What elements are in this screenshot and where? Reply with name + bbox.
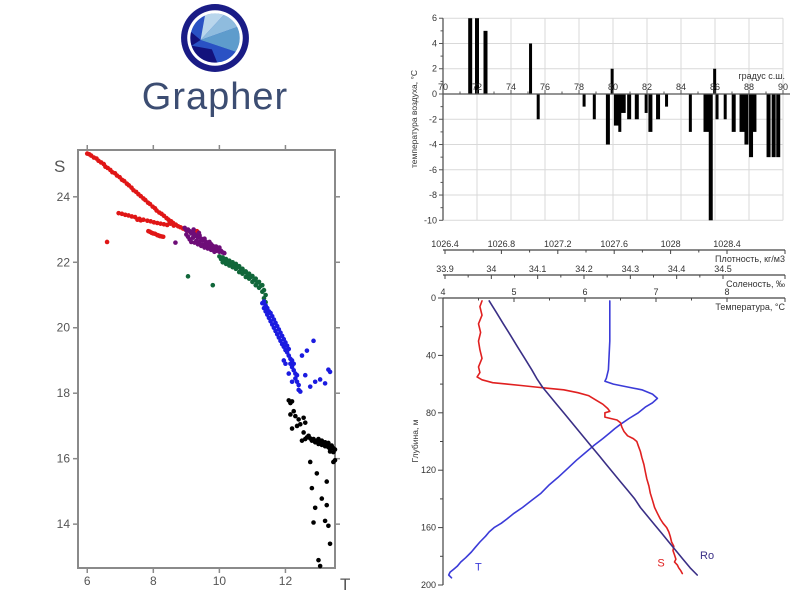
svg-text:1028.4: 1028.4 <box>713 239 741 249</box>
svg-text:-4: -4 <box>429 140 437 150</box>
svg-text:Соленость, ‰: Соленость, ‰ <box>726 279 785 289</box>
svg-text:84: 84 <box>676 82 686 92</box>
svg-text:34.3: 34.3 <box>622 264 640 274</box>
svg-text:18: 18 <box>57 386 71 400</box>
svg-text:82: 82 <box>642 82 652 92</box>
svg-text:10: 10 <box>213 574 227 588</box>
svg-text:34.1: 34.1 <box>529 264 547 274</box>
svg-text:-8: -8 <box>429 190 437 200</box>
svg-text:7: 7 <box>653 287 658 297</box>
svg-text:2: 2 <box>432 64 437 74</box>
svg-text:70: 70 <box>438 82 448 92</box>
svg-text:6: 6 <box>84 574 91 588</box>
svg-text:1027.2: 1027.2 <box>544 239 572 249</box>
svg-text:90: 90 <box>778 82 788 92</box>
svg-text:20: 20 <box>57 321 71 335</box>
grapher-logo-text: Grapher <box>141 76 289 118</box>
svg-text:-6: -6 <box>429 165 437 175</box>
depth-profile-line-chart: 1026.4 1026.8 1027.2 1027.6 1028 1028.4 Плотно… <box>410 239 786 590</box>
svg-text:76: 76 <box>540 82 550 92</box>
svg-text:78: 78 <box>574 82 584 92</box>
svg-text:Ro: Ro <box>700 550 714 562</box>
svg-text:34.4: 34.4 <box>668 264 686 274</box>
svg-text:34.5: 34.5 <box>714 264 732 274</box>
svg-text:1026.8: 1026.8 <box>488 239 516 249</box>
svg-text:72: 72 <box>472 82 482 92</box>
ts-diagram-scatter-chart: 6 8 10 12 24 22 20 18 16 14 S T <box>54 145 350 594</box>
svg-text:80: 80 <box>426 408 436 418</box>
svg-text:22: 22 <box>57 255 71 269</box>
svg-text:88: 88 <box>744 82 754 92</box>
svg-text:120: 120 <box>421 465 436 475</box>
svg-text:5: 5 <box>511 287 516 297</box>
svg-text:4: 4 <box>432 38 437 48</box>
svg-text:-2: -2 <box>429 114 437 124</box>
air-temperature-bar-chart: 6 4 2 0 -2 -4 -6 -8 -10 70 72 74 76 78 80 82 84 86 88 90гра… <box>409 13 790 225</box>
svg-text:1027.6: 1027.6 <box>600 239 628 249</box>
svg-text:T: T <box>475 562 482 574</box>
svg-text:14: 14 <box>57 517 71 531</box>
svg-text:4: 4 <box>440 287 445 297</box>
svg-text:80: 80 <box>608 82 618 92</box>
svg-text:Глубина, м: Глубина, м <box>410 419 420 462</box>
svg-text:40: 40 <box>426 350 436 360</box>
svg-text:24: 24 <box>57 190 71 204</box>
svg-text:S: S <box>54 157 65 176</box>
svg-text:12: 12 <box>279 574 293 588</box>
svg-text:74: 74 <box>506 82 516 92</box>
svg-text:-10: -10 <box>424 215 437 225</box>
svg-text:8: 8 <box>724 287 729 297</box>
grapher-logo-icon <box>181 4 249 72</box>
svg-text:градус с.ш.: градус с.ш. <box>738 71 785 81</box>
svg-text:температура воздуха, °C: температура воздуха, °C <box>409 70 419 168</box>
svg-text:0: 0 <box>432 89 437 99</box>
svg-text:34: 34 <box>486 264 496 274</box>
svg-text:6: 6 <box>582 287 587 297</box>
svg-text:1028: 1028 <box>661 239 681 249</box>
svg-text:200: 200 <box>421 580 436 590</box>
svg-text:33.9: 33.9 <box>436 264 454 274</box>
svg-text:6: 6 <box>432 13 437 23</box>
grapher-logo: Grapher <box>120 2 310 119</box>
svg-text:8: 8 <box>150 574 157 588</box>
svg-text:Температура, °C: Температура, °C <box>715 302 785 312</box>
svg-text:T: T <box>340 575 350 594</box>
svg-text:S: S <box>657 557 664 569</box>
svg-text:34.2: 34.2 <box>575 264 593 274</box>
svg-text:16: 16 <box>57 452 71 466</box>
svg-text:Плотность, кг/м3: Плотность, кг/м3 <box>715 254 785 264</box>
svg-text:160: 160 <box>421 523 436 533</box>
svg-text:0: 0 <box>431 293 436 303</box>
svg-text:86: 86 <box>710 82 720 92</box>
svg-text:1026.4: 1026.4 <box>431 239 459 249</box>
